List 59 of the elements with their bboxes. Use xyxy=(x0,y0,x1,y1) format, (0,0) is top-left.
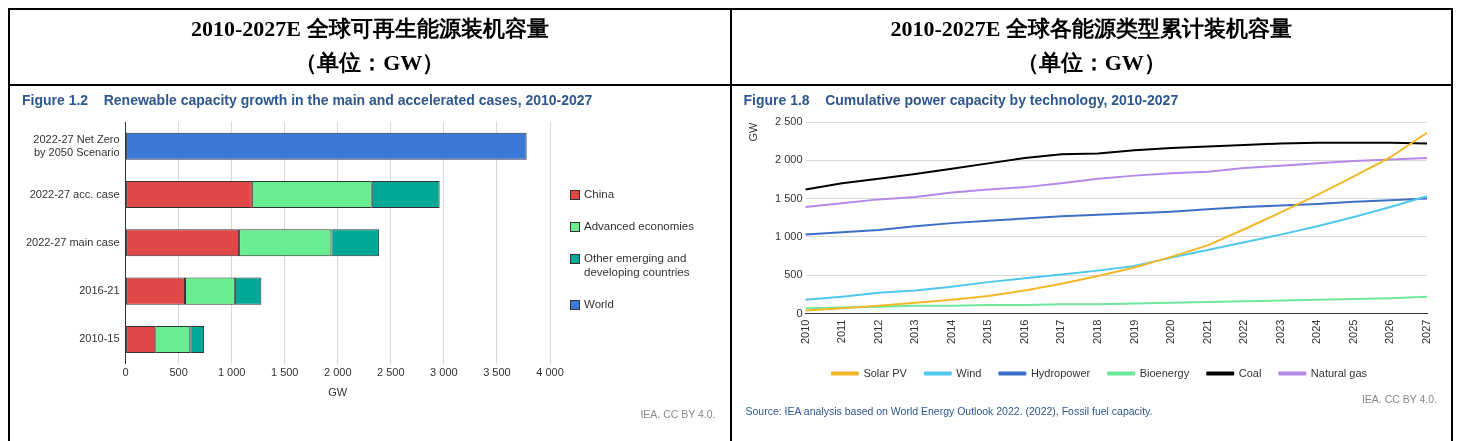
y-tick-label: 2 000 xyxy=(774,153,803,166)
chart-title: 2010-2027E 全球各能源类型累计装机容量 xyxy=(890,16,1292,41)
y-tick-label: 2022-27 Net Zero by 2050 Scenario xyxy=(33,132,120,158)
x-tick-label: 2010 xyxy=(798,319,811,345)
y-tick-label: 1 000 xyxy=(774,229,803,242)
x-tick-label: 2 000 xyxy=(324,366,352,379)
x-tick-label: 2018 xyxy=(1090,319,1103,345)
x-tick-label: 3 000 xyxy=(430,366,458,379)
caption: Figure 1.8 Cumulative power capacity by technology, 2010-2027 xyxy=(742,91,1180,108)
x-tick-label: 2011 xyxy=(834,319,847,344)
x-tick-label: 2020 xyxy=(1163,319,1176,345)
x-tick-label: 2025 xyxy=(1346,319,1359,345)
y-tick-label: 2022-27 main case xyxy=(26,235,120,248)
legend-label: China xyxy=(584,187,615,201)
chart-subtitle: （单位：GW） xyxy=(295,50,445,75)
x-tick-label: 500 xyxy=(169,366,188,379)
x-tick-label: 2017 xyxy=(1053,319,1066,345)
legend-label: Other emerging and developing countries xyxy=(584,251,691,279)
x-tick-label: 2021 xyxy=(1200,319,1213,345)
legend-label: Advanced economies xyxy=(584,219,694,233)
y-tick-label: 0 xyxy=(795,306,803,319)
x-tick-label: 2 500 xyxy=(377,366,405,379)
y-tick-label: 2 500 xyxy=(774,115,803,128)
legend-label: Coal xyxy=(1238,366,1261,379)
chart-title: 2010-2027E 全球可再生能源装机容量 xyxy=(191,16,549,41)
y-tick-label: 500 xyxy=(783,268,803,281)
legend-label: Hydropower xyxy=(1030,366,1091,379)
legend-label: Natural gas xyxy=(1310,366,1368,379)
x-tick-label: 4 000 xyxy=(536,366,564,379)
x-tick-label: 2016 xyxy=(1017,319,1030,345)
x-tick-label: 2019 xyxy=(1127,319,1140,345)
text: IEA. CC BY 4.0. xyxy=(639,408,717,420)
x-tick-label: 2014 xyxy=(944,319,957,345)
y-tick-label: 1 500 xyxy=(774,191,803,204)
caption: Figure 1.2 Renewable capacity growth in the main and accelerated cases, 2010-2027 xyxy=(21,91,594,108)
x-axis-title: GW xyxy=(328,386,348,399)
text: IEA. CC BY 4.0. xyxy=(1360,393,1438,405)
x-tick-label: 2022 xyxy=(1236,319,1249,345)
legend-label: Bioenergy xyxy=(1139,366,1190,379)
y-tick-label: 2022-27 acc. case xyxy=(29,187,120,200)
x-tick-label: 1 000 xyxy=(217,366,246,379)
x-tick-label: 2026 xyxy=(1382,319,1395,345)
x-tick-label: 2023 xyxy=(1273,319,1286,345)
x-tick-label: 2012 xyxy=(871,319,884,345)
x-tick-label: 3 500 xyxy=(483,366,511,379)
x-tick-label: 2024 xyxy=(1309,319,1322,345)
x-tick-label: 2013 xyxy=(907,319,920,345)
legend-label: World xyxy=(584,297,614,311)
legend-label: Wind xyxy=(955,366,981,379)
x-tick-label: 2015 xyxy=(980,319,993,345)
y-axis-title: GW xyxy=(746,121,759,142)
x-tick-label: 2027 xyxy=(1419,319,1432,345)
x-tick-label: 0 xyxy=(122,366,129,379)
y-tick-label: 2016-21 xyxy=(79,284,120,297)
source-note: Source: IEA analysis based on World Energy Outlook 2022. (2022), Fossil fuel capacity. xyxy=(744,405,1154,417)
y-tick-label: 2010-15 xyxy=(79,332,120,345)
x-tick-label: 1 500 xyxy=(270,366,299,379)
chart-subtitle: （单位：GW） xyxy=(1016,50,1166,75)
legend-label: Solar PV xyxy=(862,366,907,379)
